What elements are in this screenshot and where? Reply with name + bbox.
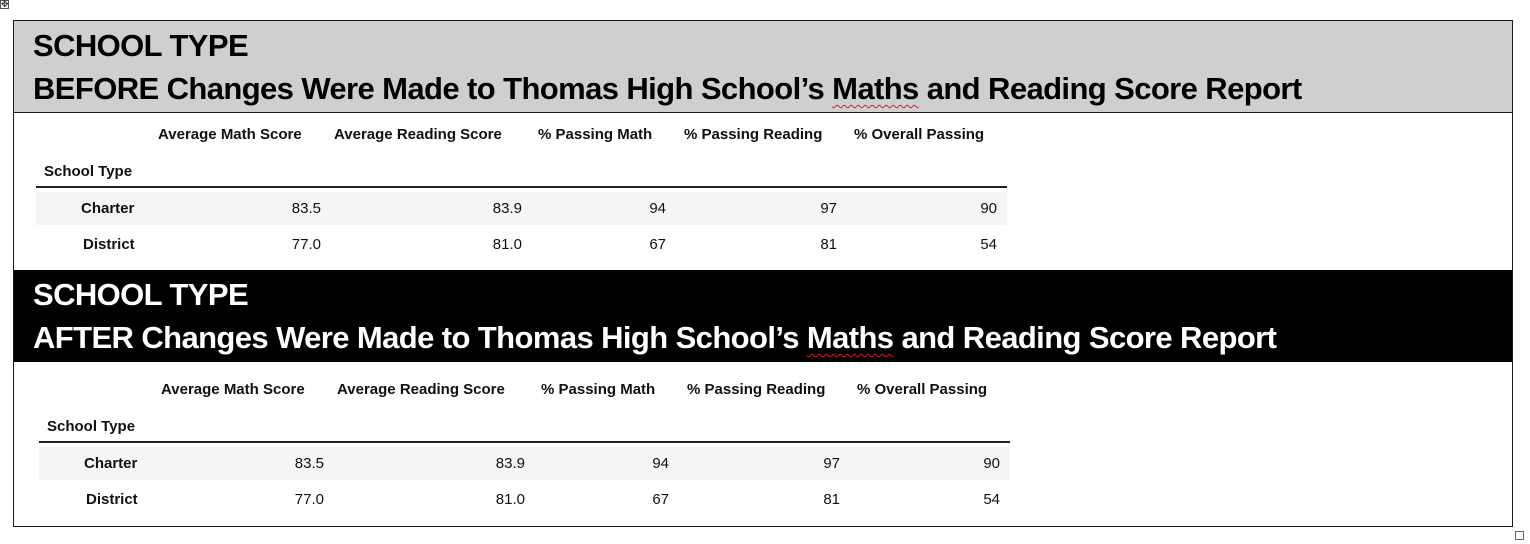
cell-avg-reading: 83.9 [495, 455, 525, 472]
cell-overall-passing: 54 [983, 491, 1000, 508]
col-header-pass-math: % Passing Math [538, 126, 653, 143]
header-rule [39, 441, 1010, 443]
col-header-avg-reading: Average Reading Score [334, 126, 502, 143]
after-summary-table: Average Math Score Average Reading Score… [39, 381, 1019, 521]
after-heading-line1: SCHOOL TYPE [33, 277, 249, 312]
before-heading-line2: BEFORE Changes Were Made to Thomas High … [33, 71, 1302, 107]
before-heading-suffix: and Reading Score Report [918, 71, 1303, 106]
row-label: District [86, 491, 138, 508]
table-row: Charter 83.5 83.9 94 97 90 [39, 447, 1010, 480]
before-heading-flagged-word[interactable]: Maths [832, 71, 919, 106]
before-heading-line1: SCHOOL TYPE [33, 28, 249, 63]
after-heading-flagged-word[interactable]: Maths [806, 320, 894, 355]
cell-pass-math: 67 [652, 491, 669, 508]
cell-pass-reading: 97 [820, 200, 837, 217]
cell-pass-math: 94 [652, 455, 669, 472]
before-heading-prefix: BEFORE Changes Were Made to Thomas High … [33, 71, 833, 106]
col-header-avg-math: Average Math Score [158, 126, 302, 143]
row-label: District [83, 236, 135, 253]
cell-pass-math: 94 [649, 200, 666, 217]
col-header-pass-reading: % Passing Reading [687, 381, 826, 398]
col-header-pass-reading: % Passing Reading [684, 126, 823, 143]
table-move-handle-icon[interactable]: ✥ [0, 0, 9, 10]
col-header-avg-reading: Average Reading Score [337, 381, 505, 398]
cell-avg-reading: 81.0 [492, 236, 522, 253]
col-header-overall-passing: % Overall Passing [854, 126, 985, 143]
cell-pass-math: 67 [649, 236, 666, 253]
col-header-overall-passing: % Overall Passing [857, 381, 988, 398]
cell-avg-math: 77.0 [294, 491, 324, 508]
cell-overall-passing: 90 [983, 455, 1000, 472]
table-row: Charter 83.5 83.9 94 97 90 [36, 192, 1007, 225]
row-label: Charter [81, 200, 135, 217]
cell-pass-reading: 81 [823, 491, 840, 508]
after-heading-prefix: AFTER Changes Were Made to Thomas High S… [33, 320, 807, 355]
index-name-school-type: School Type [47, 418, 136, 435]
cell-avg-reading: 83.9 [492, 200, 522, 217]
table-row: District 77.0 81.0 67 81 54 [36, 228, 1007, 261]
cell-avg-math: 83.5 [294, 455, 324, 472]
after-heading-suffix: and Reading Score Report [893, 320, 1277, 355]
cell-pass-reading: 97 [823, 455, 840, 472]
cell-overall-passing: 90 [980, 200, 997, 217]
after-heading-band: SCHOOL TYPE AFTER Changes Were Made to T… [14, 270, 1512, 362]
before-summary-table: Average Math Score Average Reading Score… [36, 126, 1016, 266]
col-header-pass-math: % Passing Math [541, 381, 656, 398]
cell-avg-math: 83.5 [291, 200, 321, 217]
table-resize-handle-icon[interactable] [1515, 531, 1524, 540]
cell-avg-reading: 81.0 [495, 491, 525, 508]
outer-table-frame [13, 20, 1513, 527]
cell-pass-reading: 81 [820, 236, 837, 253]
table-row: District 77.0 81.0 67 81 54 [39, 483, 1010, 516]
index-name-school-type: School Type [44, 163, 133, 180]
cell-avg-math: 77.0 [291, 236, 321, 253]
col-header-avg-math: Average Math Score [161, 381, 305, 398]
before-heading-band: SCHOOL TYPE BEFORE Changes Were Made to … [14, 21, 1512, 113]
header-rule [36, 186, 1007, 188]
after-heading-line2: AFTER Changes Were Made to Thomas High S… [33, 320, 1277, 356]
cell-overall-passing: 54 [980, 236, 997, 253]
row-label: Charter [84, 455, 138, 472]
